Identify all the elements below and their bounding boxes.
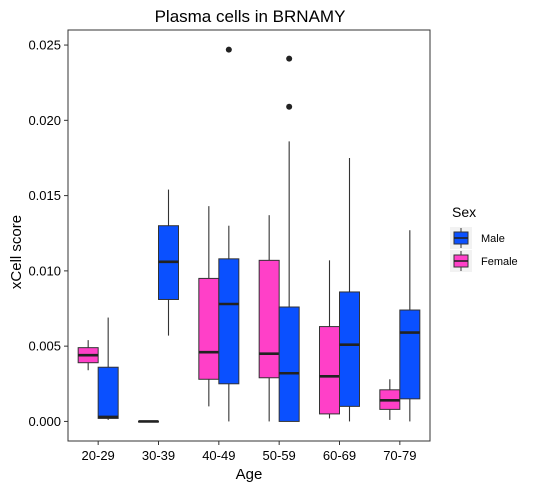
x-tick-label: 40-49 [202, 448, 235, 463]
legend-title: Sex [452, 204, 476, 220]
box-iqr [218, 258, 240, 385]
box-iqr [198, 277, 220, 380]
male-box-70-79 [399, 230, 421, 422]
box-iqr [258, 259, 280, 379]
box-iqr [319, 326, 340, 415]
male-box-20-29 [97, 317, 119, 420]
chart-title: Plasma cells in BRNAMY [155, 7, 346, 26]
box-series [77, 46, 421, 423]
female-box-30-39 [138, 420, 159, 423]
outlier-point [225, 46, 232, 53]
legend-label-male: Male [481, 233, 505, 245]
y-tick-label: 0.005 [28, 339, 61, 354]
female-box-20-29 [77, 340, 99, 371]
y-tick-label: 0.010 [28, 263, 61, 278]
female-box-70-79 [379, 379, 401, 420]
x-tick-label: 50-59 [263, 448, 296, 463]
legend-label-female: Female [481, 256, 518, 268]
x-tick-label: 30-39 [142, 448, 175, 463]
x-axis-title: Age [236, 466, 263, 483]
y-tick-label: 0.000 [28, 414, 61, 429]
female-box-40-49 [198, 206, 220, 407]
y-tick-label: 0.020 [28, 113, 61, 128]
y-tick-label: 0.015 [28, 188, 61, 203]
legend: Sex Male Female [450, 204, 518, 272]
outlier-point [286, 103, 293, 110]
y-axis-title: xCell score [8, 215, 25, 289]
male-box-60-69 [339, 157, 360, 422]
x-tick-label: 20-29 [82, 448, 115, 463]
box-iqr [339, 291, 360, 407]
box-iqr [97, 366, 119, 419]
female-box-60-69 [319, 260, 340, 419]
plot-panel [67, 29, 431, 442]
male-box-50-59 [278, 55, 300, 422]
y-axis: 0.000 0.005 0.010 0.015 0.020 0.025 [28, 38, 68, 429]
x-tick-label: 60-69 [323, 448, 356, 463]
male-box-40-49 [218, 46, 240, 422]
x-tick-label: 70-79 [383, 448, 416, 463]
box-iqr [278, 306, 300, 422]
outlier-point [286, 55, 293, 62]
box-iqr [399, 309, 421, 400]
y-tick-label: 0.025 [28, 38, 61, 53]
x-axis: 20-29 30-39 40-49 50-59 60-69 70-79 [82, 441, 416, 463]
male-box-30-39 [158, 189, 179, 336]
